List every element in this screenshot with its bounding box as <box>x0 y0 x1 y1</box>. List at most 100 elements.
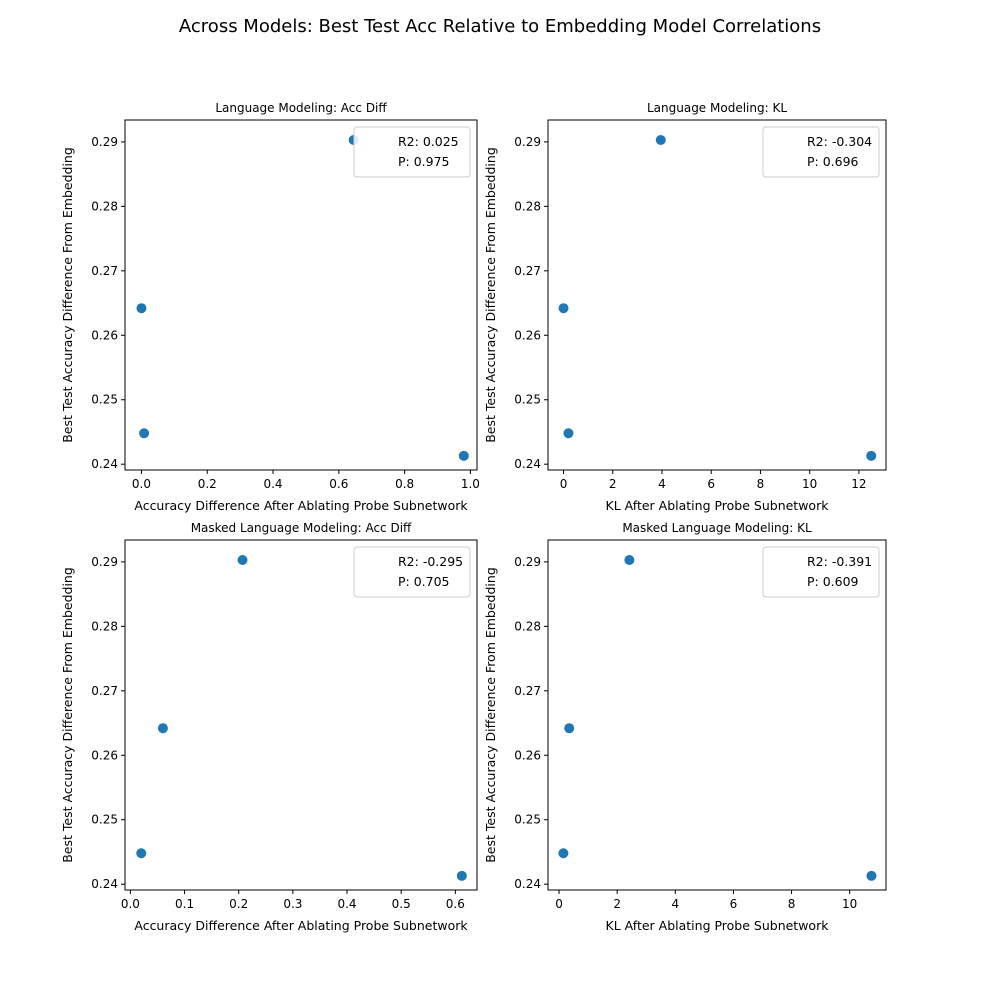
x-tick-label: 0.6 <box>329 477 348 491</box>
x-tick-label: 6 <box>730 897 738 911</box>
data-point <box>456 870 467 881</box>
legend: R2: -0.304 P: 0.696 <box>762 126 880 178</box>
x-tick-label: 1.0 <box>461 477 480 491</box>
y-tick-label: 0.26 <box>514 748 541 762</box>
x-tick-label: 0 <box>560 477 568 491</box>
legend-entry: P: 0.705 <box>398 574 450 589</box>
x-tick-label: 10 <box>842 897 857 911</box>
x-tick-label: 0.0 <box>132 477 151 491</box>
y-tick-label: 0.29 <box>514 555 541 569</box>
data-point <box>458 450 469 461</box>
x-axis-label: KL After Ablating Probe Subnetwork <box>606 918 830 933</box>
y-tick-label: 0.29 <box>91 135 118 149</box>
x-tick-label: 0.2 <box>198 477 217 491</box>
y-tick-label: 0.24 <box>514 457 541 471</box>
legend-entry: P: 0.696 <box>807 154 859 169</box>
figure-title: Across Models: Best Test Acc Relative to… <box>178 16 822 37</box>
data-point <box>624 554 635 565</box>
x-tick-label: 0.4 <box>263 477 282 491</box>
x-tick-label: 4 <box>658 477 666 491</box>
legend-box <box>353 126 471 178</box>
y-tick-label: 0.29 <box>514 135 541 149</box>
plot-frame <box>547 119 887 471</box>
panel-title: Language Modeling: KL <box>647 101 787 115</box>
x-tick-label: 0.8 <box>395 477 414 491</box>
panel-3: Masked Language Modeling: Acc Diff 0.0 0.1… <box>60 521 478 933</box>
y-tick-label: 0.29 <box>91 555 118 569</box>
x-tick-label: 0.6 <box>446 897 465 911</box>
data-point <box>139 428 150 439</box>
x-tick-label: 12 <box>851 477 866 491</box>
y-tick-label: 0.28 <box>514 199 541 213</box>
x-tick-label: 0.2 <box>229 897 248 911</box>
legend-entry: R2: 0.025 <box>398 134 459 149</box>
y-tick-label: 0.26 <box>91 328 118 342</box>
y-tick-label: 0.28 <box>91 199 118 213</box>
legend-box <box>353 546 471 598</box>
legend: R2: -0.391 P: 0.609 <box>762 546 880 598</box>
panel-4: Masked Language Modeling: KL 0 2 4 6 8 10 0.24 0… <box>483 521 887 933</box>
x-axis-label: KL After Ablating Probe Subnetwork <box>606 498 830 513</box>
legend: R2: -0.295 P: 0.705 <box>353 546 471 598</box>
x-tick-label: 0.1 <box>175 897 194 911</box>
x-tick-label: 4 <box>671 897 679 911</box>
plot-frame <box>124 539 478 891</box>
data-point <box>136 848 147 859</box>
legend: R2: 0.025 P: 0.975 <box>353 126 471 178</box>
data-point <box>655 134 666 145</box>
y-axis-label: Best Test Accuracy Difference From Embed… <box>60 147 75 443</box>
panel-title: Masked Language Modeling: Acc Diff <box>191 521 412 535</box>
y-tick-label: 0.27 <box>514 264 541 278</box>
y-tick-label: 0.27 <box>91 264 118 278</box>
x-tick-label: 0.5 <box>392 897 411 911</box>
data-point <box>866 870 877 881</box>
panel-title: Language Modeling: Acc Diff <box>215 101 387 115</box>
legend-entry: P: 0.609 <box>807 574 859 589</box>
y-tick-label: 0.26 <box>514 328 541 342</box>
y-tick-label: 0.24 <box>91 457 118 471</box>
plot-frame <box>124 119 478 471</box>
panel-2: Language Modeling: KL 0 2 4 6 8 10 12 0.24 0.25 0.… <box>483 101 887 513</box>
x-tick-label: 0.0 <box>121 897 140 911</box>
y-tick-label: 0.24 <box>91 877 118 891</box>
x-tick-label: 0.4 <box>337 897 356 911</box>
x-tick-label: 0.3 <box>283 897 302 911</box>
panel-title: Masked Language Modeling: KL <box>622 521 812 535</box>
x-tick-label: 0 <box>555 897 563 911</box>
data-point <box>563 428 574 439</box>
x-tick-label: 8 <box>788 897 796 911</box>
x-axis-label: Accuracy Difference After Ablating Probe… <box>134 918 468 933</box>
y-tick-label: 0.25 <box>91 393 118 407</box>
legend-entry: R2: -0.304 <box>807 134 872 149</box>
y-axis-label: Best Test Accuracy Difference From Embed… <box>483 567 498 863</box>
y-tick-label: 0.24 <box>514 877 541 891</box>
plot-frame <box>547 539 887 891</box>
y-axis-label: Best Test Accuracy Difference From Embed… <box>483 147 498 443</box>
legend-entry: P: 0.975 <box>398 154 450 169</box>
x-tick-label: 10 <box>802 477 817 491</box>
y-tick-label: 0.28 <box>91 619 118 633</box>
legend-entry: R2: -0.391 <box>807 554 872 569</box>
data-point <box>558 848 569 859</box>
y-tick-label: 0.25 <box>514 813 541 827</box>
legend-entry: R2: -0.295 <box>398 554 463 569</box>
panel-1: Language Modeling: Acc Diff 0.0 0.2 0.4 0.6 0… <box>60 101 480 513</box>
data-point <box>564 723 575 734</box>
y-tick-label: 0.25 <box>514 393 541 407</box>
data-point <box>136 303 147 314</box>
y-tick-label: 0.26 <box>91 748 118 762</box>
data-point <box>237 554 248 565</box>
data-point <box>866 450 877 461</box>
x-tick-label: 2 <box>613 897 621 911</box>
x-tick-label: 2 <box>609 477 617 491</box>
x-tick-label: 6 <box>707 477 715 491</box>
y-tick-label: 0.25 <box>91 813 118 827</box>
data-point <box>157 723 168 734</box>
legend-box <box>762 126 880 178</box>
y-axis-label: Best Test Accuracy Difference From Embed… <box>60 567 75 863</box>
legend-box <box>762 546 880 598</box>
y-tick-label: 0.28 <box>514 619 541 633</box>
y-tick-label: 0.27 <box>91 684 118 698</box>
x-axis-label: Accuracy Difference After Ablating Probe… <box>134 498 468 513</box>
